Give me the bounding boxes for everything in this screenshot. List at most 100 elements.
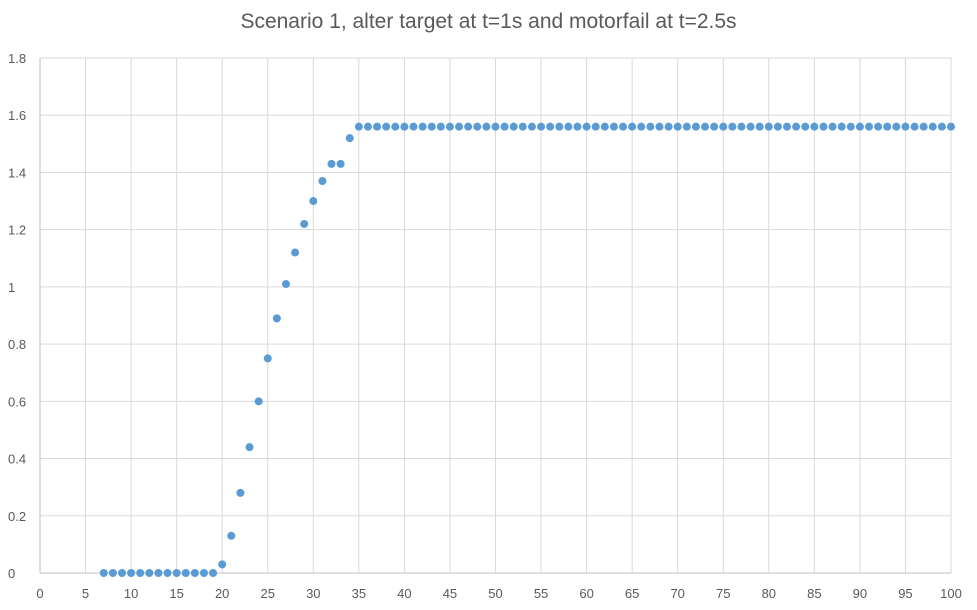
- data-point: [154, 569, 163, 577]
- data-point: [855, 122, 864, 131]
- data-point: [291, 248, 300, 257]
- x-tick-label: 95: [898, 586, 912, 601]
- x-tick-label: 15: [169, 586, 183, 601]
- data-point: [637, 122, 646, 131]
- data-point: [600, 122, 609, 131]
- data-point: [801, 122, 810, 131]
- x-tick-label: 70: [670, 586, 684, 601]
- data-point: [300, 219, 309, 228]
- x-tick-label: 20: [215, 586, 229, 601]
- data-point: [883, 122, 892, 131]
- y-tick-label: 1.6: [8, 108, 26, 123]
- data-point: [755, 122, 764, 131]
- y-tick-label: 0: [8, 566, 15, 581]
- x-tick-label: 10: [124, 586, 138, 601]
- data-point: [218, 560, 227, 569]
- data-point: [537, 122, 546, 131]
- data-point: [163, 569, 172, 577]
- data-point: [382, 122, 391, 131]
- y-tick-label: 0.6: [8, 394, 26, 409]
- data-point: [564, 122, 573, 131]
- data-point: [892, 122, 901, 131]
- data-point: [619, 122, 628, 131]
- data-point: [318, 177, 327, 186]
- data-point: [427, 122, 436, 131]
- x-tick-label: 100: [940, 586, 962, 601]
- data-point: [127, 569, 136, 577]
- data-point: [591, 122, 600, 131]
- data-point: [901, 122, 910, 131]
- data-point: [691, 122, 700, 131]
- data-point: [518, 122, 527, 131]
- data-point: [609, 122, 618, 131]
- data-point: [327, 159, 336, 168]
- data-point: [509, 122, 518, 131]
- data-point: [846, 122, 855, 131]
- y-tick-label: 0.2: [8, 509, 26, 524]
- data-point: [263, 354, 272, 363]
- y-tick-label: 1.8: [8, 51, 26, 66]
- x-tick-label: 0: [36, 586, 43, 601]
- data-point: [737, 122, 746, 131]
- data-point: [236, 488, 245, 497]
- data-point: [409, 122, 418, 131]
- data-point: [865, 122, 874, 131]
- data-point: [719, 122, 728, 131]
- data-point: [209, 569, 218, 577]
- data-point: [573, 122, 582, 131]
- x-tick-label: 85: [807, 586, 821, 601]
- data-point: [281, 280, 290, 289]
- data-point: [582, 122, 591, 131]
- data-point: [455, 122, 464, 131]
- data-point: [555, 122, 564, 131]
- data-point: [828, 122, 837, 131]
- data-point: [910, 122, 919, 131]
- data-point: [546, 122, 555, 131]
- x-tick-label: 55: [534, 586, 548, 601]
- data-point: [928, 122, 937, 131]
- data-point: [117, 569, 126, 577]
- data-point: [445, 122, 454, 131]
- data-point: [746, 122, 755, 131]
- data-point: [874, 122, 883, 131]
- data-point: [773, 122, 782, 131]
- data-point: [491, 122, 500, 131]
- y-tick-label: 1.4: [8, 165, 26, 180]
- chart-title: Scenario 1, alter target at t=1s and mot…: [240, 10, 737, 33]
- data-point: [783, 122, 792, 131]
- data-point: [792, 122, 801, 131]
- data-point: [819, 122, 828, 131]
- data-point: [837, 122, 846, 131]
- data-point: [400, 122, 409, 131]
- data-point: [673, 122, 682, 131]
- data-point: [500, 122, 509, 131]
- data-point: [145, 569, 154, 577]
- x-tick-label: 40: [397, 586, 411, 601]
- data-point: [272, 314, 281, 323]
- x-tick-label: 60: [579, 586, 593, 601]
- y-tick-label: 0.4: [8, 452, 26, 467]
- data-point: [181, 569, 190, 577]
- data-point: [309, 197, 318, 206]
- data-point: [937, 122, 946, 131]
- data-point: [482, 122, 491, 131]
- x-tick-label: 65: [625, 586, 639, 601]
- x-tick-label: 35: [352, 586, 366, 601]
- data-point: [245, 443, 254, 452]
- x-tick-label: 80: [762, 586, 776, 601]
- x-tick-label: 45: [443, 586, 457, 601]
- data-point: [655, 122, 664, 131]
- data-point: [810, 122, 819, 131]
- data-point: [227, 531, 236, 540]
- x-tick-label: 5: [82, 586, 89, 601]
- data-point: [336, 159, 345, 168]
- data-point: [354, 122, 363, 131]
- data-point: [728, 122, 737, 131]
- data-point: [345, 134, 354, 143]
- data-point: [391, 122, 400, 131]
- data-point: [190, 569, 199, 577]
- data-point: [527, 122, 536, 131]
- data-point: [701, 122, 710, 131]
